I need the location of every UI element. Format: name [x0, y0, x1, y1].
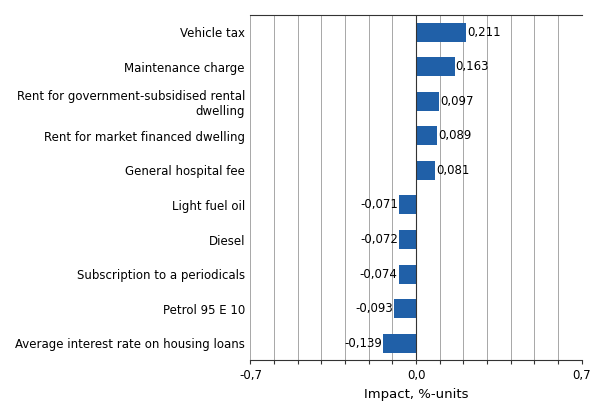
- Bar: [416, 126, 437, 146]
- Text: -0,072: -0,072: [360, 233, 398, 246]
- X-axis label: Impact, %-units: Impact, %-units: [364, 388, 468, 401]
- Bar: [416, 57, 454, 76]
- Text: -0,139: -0,139: [344, 337, 382, 349]
- Text: -0,093: -0,093: [355, 302, 393, 315]
- Text: 0,089: 0,089: [438, 129, 471, 142]
- Bar: [399, 265, 416, 284]
- Bar: [399, 196, 416, 215]
- Bar: [399, 230, 416, 249]
- Bar: [416, 23, 466, 42]
- Text: 0,081: 0,081: [436, 164, 470, 177]
- Text: 0,097: 0,097: [440, 95, 473, 108]
- Text: 0,163: 0,163: [456, 60, 489, 73]
- Bar: [416, 92, 439, 111]
- Bar: [416, 161, 435, 180]
- Bar: [394, 299, 416, 318]
- Bar: [383, 334, 416, 353]
- Text: -0,074: -0,074: [360, 267, 398, 280]
- Text: -0,071: -0,071: [361, 198, 398, 211]
- Text: 0,211: 0,211: [467, 26, 501, 39]
